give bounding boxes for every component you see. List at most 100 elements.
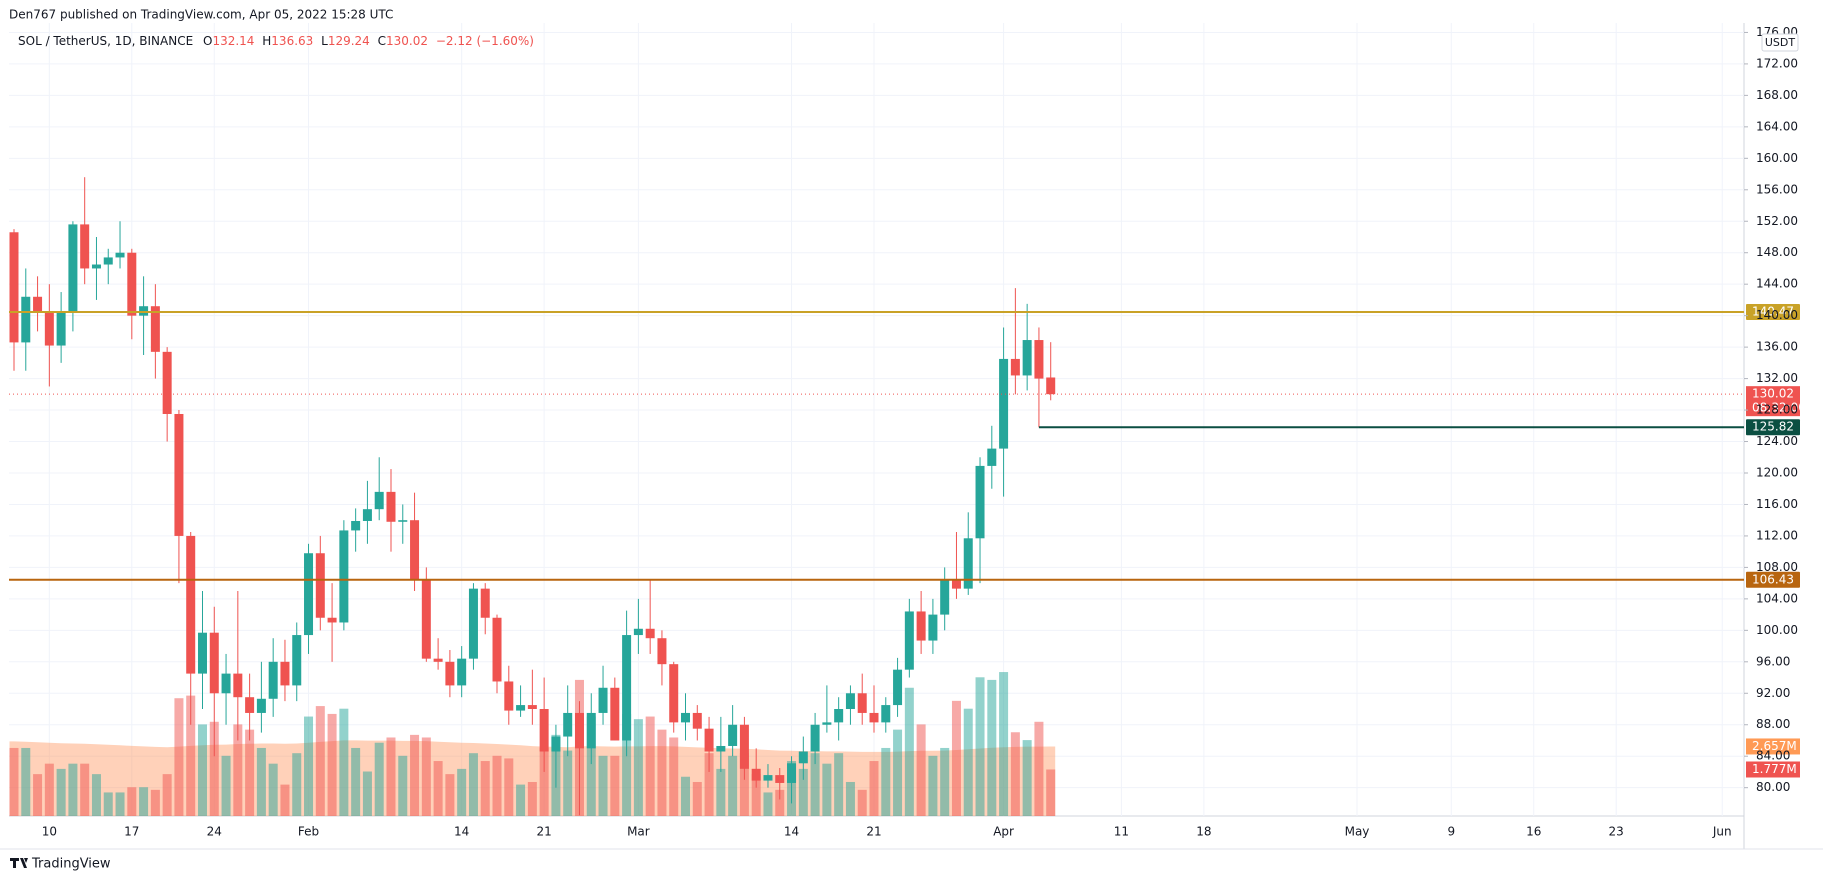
candle-body (304, 553, 314, 636)
y-tick-label: 152.00 (1756, 214, 1798, 228)
x-tick-label: May (1345, 825, 1370, 839)
x-tick-label: Mar (627, 825, 650, 839)
volume-bar (33, 774, 43, 816)
last-price-bg (1746, 386, 1800, 417)
candle-body (692, 712, 702, 729)
candle-body (881, 705, 891, 723)
level-label-bg (1746, 303, 1800, 320)
candle-body (681, 712, 691, 723)
y-tick-label: 156.00 (1756, 182, 1798, 196)
candle-body (68, 224, 78, 313)
candle-body (115, 252, 125, 258)
x-tick-label: 23 (1609, 825, 1624, 839)
volume-bar (139, 787, 149, 816)
volume-bar (527, 781, 537, 816)
byline: Den767 published on TradingView.com, Apr… (9, 8, 393, 22)
candle-body (80, 224, 90, 269)
candle-body (233, 673, 243, 698)
volume-bar (9, 747, 19, 816)
candle-body (91, 264, 101, 269)
candle-body (633, 628, 643, 636)
candle-body (410, 520, 420, 580)
candle-body (1010, 358, 1020, 376)
candle-body (457, 658, 467, 686)
volume-bar (433, 761, 443, 816)
candle-body (940, 579, 950, 615)
volume-bar (810, 753, 820, 816)
candle-body (810, 724, 820, 752)
x-tick-label: 10 (42, 825, 57, 839)
candle-body (751, 768, 761, 781)
candle-body (869, 712, 879, 723)
volume-bar (492, 755, 502, 816)
candle-body (999, 358, 1009, 449)
y-tick-label: 80.00 (1756, 780, 1790, 794)
volume-bar (610, 755, 620, 816)
legend-o: O (203, 34, 212, 48)
y-tick-label: 108.00 (1756, 560, 1798, 574)
candle-body (374, 491, 384, 510)
x-tick-label: 17 (124, 825, 139, 839)
candle-body (245, 697, 255, 713)
volume-bar (410, 734, 420, 816)
volume-bar (657, 729, 667, 816)
volume-bar (362, 771, 372, 816)
legend-h: H (262, 34, 271, 48)
candle-body (480, 588, 490, 618)
volume-bar (763, 792, 773, 816)
y-tick-label: 144.00 (1756, 277, 1798, 291)
level-label: 140.47 (1752, 304, 1794, 318)
level-label: 106.43 (1752, 572, 1794, 586)
candle-body (516, 705, 526, 711)
volume-bar (174, 698, 184, 816)
candle-body (315, 553, 325, 618)
volume-bar (845, 781, 855, 816)
volume-bar (468, 753, 478, 816)
candle-body (622, 635, 632, 741)
candle-body (221, 673, 231, 694)
y-tick-label: 124.00 (1756, 434, 1798, 448)
volume-bar (421, 737, 431, 816)
volume-bar (1046, 769, 1056, 816)
volume-bar (127, 787, 137, 816)
x-tick-label: 24 (207, 825, 222, 839)
candle-body (775, 775, 785, 783)
candle-body (1034, 340, 1044, 379)
volume-bar (869, 761, 879, 816)
x-tick-label: 11 (1114, 825, 1129, 839)
legend: SOL / TetherUS, 1D, BINANCE O132.14 H136… (18, 34, 534, 48)
candle-body (574, 712, 584, 749)
volume-bar (598, 755, 608, 816)
volume-bar (445, 774, 455, 816)
legend-l: L (321, 34, 328, 48)
candle-body (33, 296, 43, 312)
candle-body (975, 465, 985, 539)
volume-bar (834, 753, 844, 816)
volume-bar (516, 784, 526, 816)
candle-body (987, 448, 997, 466)
candle-body (893, 669, 903, 706)
volume-bar (822, 763, 832, 816)
candle-body (598, 687, 608, 713)
y-tick-label: 120.00 (1756, 465, 1798, 479)
volume-bar (103, 792, 113, 816)
candle-body (421, 579, 431, 659)
volume-ma-label-bg (1746, 738, 1800, 755)
volume-bar (398, 755, 408, 816)
volume-bar (881, 747, 891, 816)
volume-bar (68, 763, 78, 816)
volume-bar (386, 737, 396, 816)
candle-body (963, 538, 973, 589)
volume-bar (857, 789, 867, 816)
volume-bar (186, 695, 196, 816)
volume-bar (563, 750, 573, 816)
volume-bar (44, 763, 54, 816)
volume-bar (893, 729, 903, 816)
x-tick-label: 14 (784, 825, 799, 839)
candle-body (127, 252, 137, 316)
legend-open: 132.14 (212, 34, 254, 48)
candle-body (209, 632, 219, 694)
volume-bar (645, 716, 655, 816)
